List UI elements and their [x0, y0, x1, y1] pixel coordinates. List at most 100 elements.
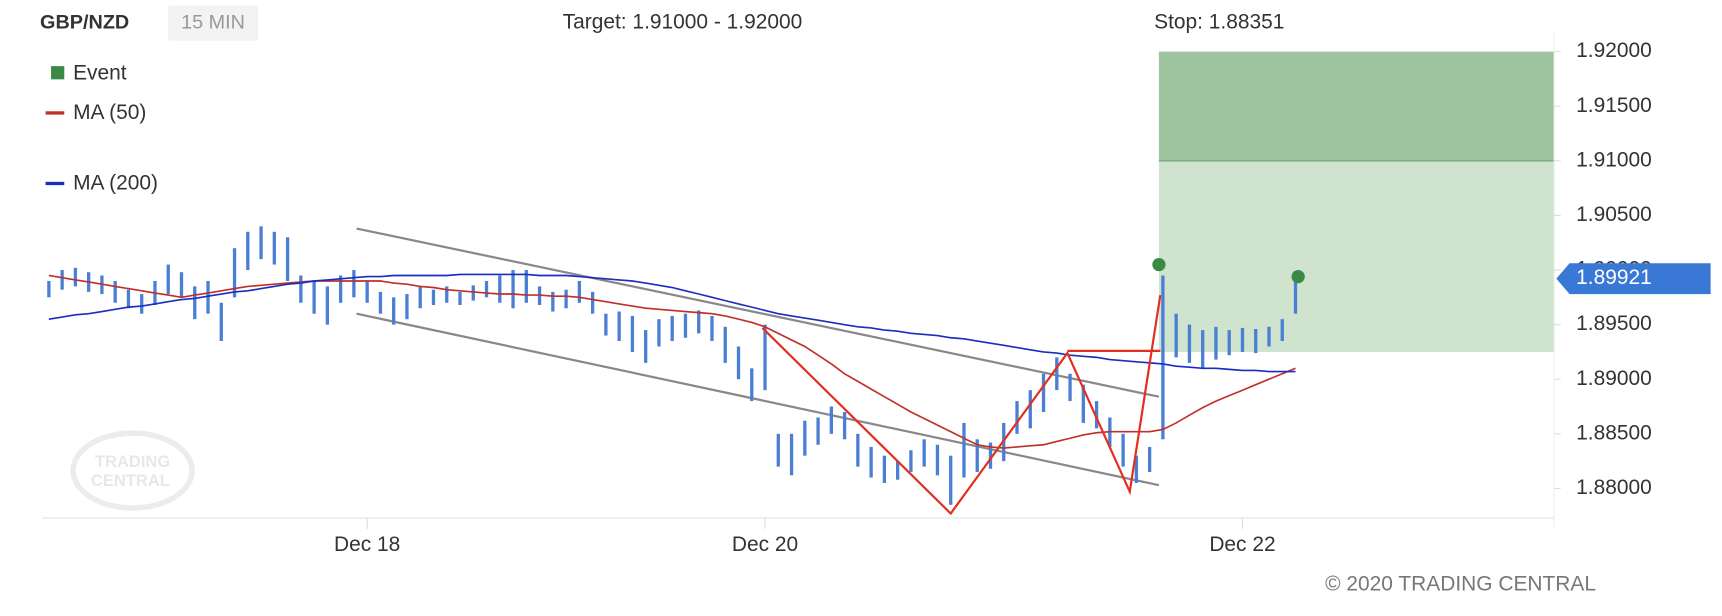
ma-line	[48, 273, 1296, 373]
price-bar	[988, 442, 993, 469]
price-bar	[816, 417, 820, 445]
x-tick-label: Dec 20	[732, 533, 798, 556]
price-bar	[73, 267, 78, 287]
watermark-text: TRADING	[95, 452, 170, 471]
price-bar	[829, 406, 833, 434]
price-bar	[47, 280, 51, 298]
y-tick-label: 1.91000	[1576, 148, 1652, 171]
price-bar	[1121, 433, 1125, 467]
price-bar	[206, 280, 210, 314]
price-bar	[869, 446, 873, 478]
price-bar	[232, 248, 237, 298]
price-bar	[935, 444, 940, 476]
price-bar	[1267, 326, 1271, 347]
price-bar	[617, 311, 621, 342]
price-bar	[113, 280, 117, 303]
price-bar	[1280, 319, 1284, 342]
price-bar	[193, 286, 197, 320]
copyright: © 2020 TRADING CENTRAL	[1325, 573, 1596, 596]
watermark: TRADING CENTRAL	[70, 430, 195, 511]
price-bar	[710, 315, 714, 342]
channel-line	[356, 312, 1160, 487]
price-bar	[511, 270, 515, 309]
price-bar	[1254, 329, 1258, 354]
price-bar	[458, 291, 462, 305]
price-bar	[896, 461, 900, 480]
last-price-tag	[1556, 263, 1711, 295]
interval-badge	[167, 5, 259, 41]
y-tick-label: 1.88500	[1576, 421, 1652, 444]
price-bar	[962, 422, 966, 478]
watermark-text: CENTRAL	[91, 471, 170, 490]
price-bar	[405, 294, 409, 320]
price-bar	[975, 439, 979, 473]
price-bar	[1094, 401, 1099, 429]
price-bar	[338, 275, 343, 303]
price-bar	[789, 433, 794, 476]
price-bar	[246, 231, 250, 271]
price-bar	[670, 315, 674, 342]
legend-label: Event	[73, 61, 127, 84]
price-bar	[842, 411, 847, 440]
price-bar	[882, 455, 887, 483]
target-zone	[1158, 51, 1555, 161]
price-bar	[325, 286, 330, 325]
price-bar	[577, 280, 582, 303]
legend: Event MA (50) MA (200)	[45, 61, 158, 195]
event-marker	[1152, 257, 1166, 272]
price-bar	[299, 275, 303, 303]
price-bar	[657, 319, 661, 347]
price-bar	[445, 286, 449, 303]
price-bar	[524, 270, 528, 303]
price-bar	[604, 313, 608, 336]
price-bar	[259, 226, 263, 260]
price-bar	[736, 346, 741, 380]
y-tick-label: 1.92000	[1576, 39, 1652, 62]
price-bar	[1041, 373, 1046, 412]
price-bar	[285, 237, 290, 281]
price-bar	[697, 310, 701, 334]
price-bar	[763, 324, 767, 391]
price-bar	[431, 289, 436, 305]
price-bar	[392, 297, 396, 325]
price-bar	[60, 270, 64, 290]
price-bar	[949, 455, 953, 505]
price-bar	[166, 264, 170, 295]
legend-swatch	[45, 111, 65, 115]
legend-label: MA (50)	[73, 101, 146, 124]
price-bar	[1028, 390, 1032, 429]
legend-label: MA (200)	[73, 172, 158, 195]
price-bar	[312, 280, 316, 314]
legend-swatch	[51, 66, 65, 80]
price-bar	[551, 291, 555, 312]
symbol: GBP/NZD	[40, 11, 129, 33]
price-bar	[272, 231, 276, 265]
price-bar	[922, 439, 926, 467]
price-bar	[644, 330, 648, 363]
price-bar	[630, 315, 635, 352]
price-bar	[590, 291, 595, 314]
price-bar	[776, 433, 780, 467]
watermark-ring	[70, 430, 195, 511]
price-bar	[803, 420, 807, 456]
price-bar	[219, 302, 223, 342]
y-tick-label: 1.89500	[1576, 312, 1652, 335]
price-bar	[856, 433, 860, 467]
last-price-label: 1.89921	[1576, 266, 1652, 289]
price-bar	[723, 326, 727, 363]
x-tick-label: Dec 18	[334, 533, 400, 556]
price-bar	[1174, 313, 1178, 358]
price-bar	[750, 368, 754, 402]
price-bar	[1015, 401, 1019, 434]
interval: 15 MIN	[181, 11, 245, 33]
y-tick-label: 1.89000	[1576, 367, 1652, 390]
price-bar	[484, 280, 489, 298]
legend-swatch	[45, 181, 65, 186]
price-bar	[352, 270, 356, 298]
price-bar	[126, 289, 131, 309]
price-bar	[1081, 384, 1085, 423]
stop-label: Stop: 1.88351	[1154, 11, 1284, 34]
price-bar	[1240, 327, 1245, 352]
